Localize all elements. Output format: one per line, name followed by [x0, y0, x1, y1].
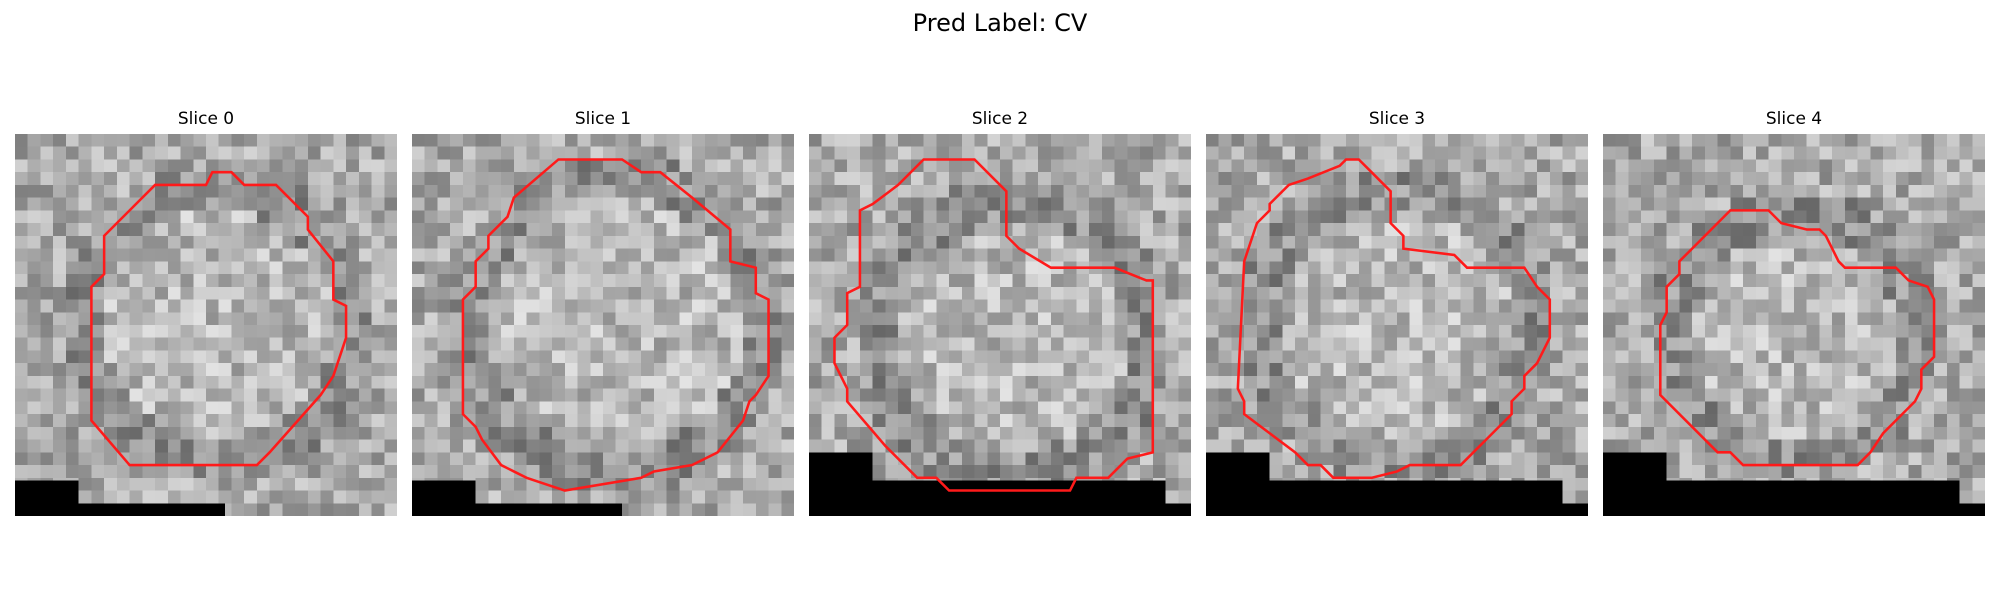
slice-image	[15, 134, 397, 516]
segmentation-contour	[1659, 209, 1936, 467]
black-mask	[412, 480, 623, 516]
mask-block	[1603, 503, 1985, 516]
black-mask	[1603, 452, 1985, 516]
slice-panel-0: Slice 0	[15, 108, 397, 516]
slice-panel-1: Slice 1	[412, 108, 794, 516]
mask-block	[1206, 503, 1588, 516]
grayscale-pixels	[412, 134, 794, 516]
mask-block	[15, 503, 226, 516]
slice-title: Slice 2	[971, 109, 1029, 129]
segmentation-contour	[90, 170, 348, 467]
slice-title: Slice 1	[574, 109, 632, 129]
mask-block	[412, 503, 623, 516]
mask-block	[809, 503, 1191, 516]
segmentation-contour	[833, 158, 1155, 492]
grayscale-pixels	[15, 134, 397, 516]
slice-title: Slice 3	[1368, 109, 1426, 129]
grayscale-pixels	[809, 134, 1191, 516]
slice-image	[1603, 134, 1985, 516]
slice-image	[412, 134, 794, 516]
slice-panel-3: Slice 3	[1206, 108, 1588, 516]
segmentation-contour	[1236, 158, 1552, 480]
slice-panel-2: Slice 2	[809, 108, 1191, 516]
grayscale-pixels	[1603, 134, 1985, 516]
black-mask	[1206, 452, 1588, 516]
black-mask	[15, 480, 226, 516]
slice-panel-4: Slice 4	[1603, 108, 1985, 516]
slice-image	[809, 134, 1191, 516]
slice-image	[1206, 134, 1588, 516]
slice-title: Slice 4	[1765, 109, 1823, 129]
figure-title: Pred Label: CV	[912, 9, 1088, 37]
black-mask	[809, 452, 1191, 516]
segmentation-contour	[461, 158, 770, 492]
slice-title: Slice 0	[177, 109, 235, 129]
